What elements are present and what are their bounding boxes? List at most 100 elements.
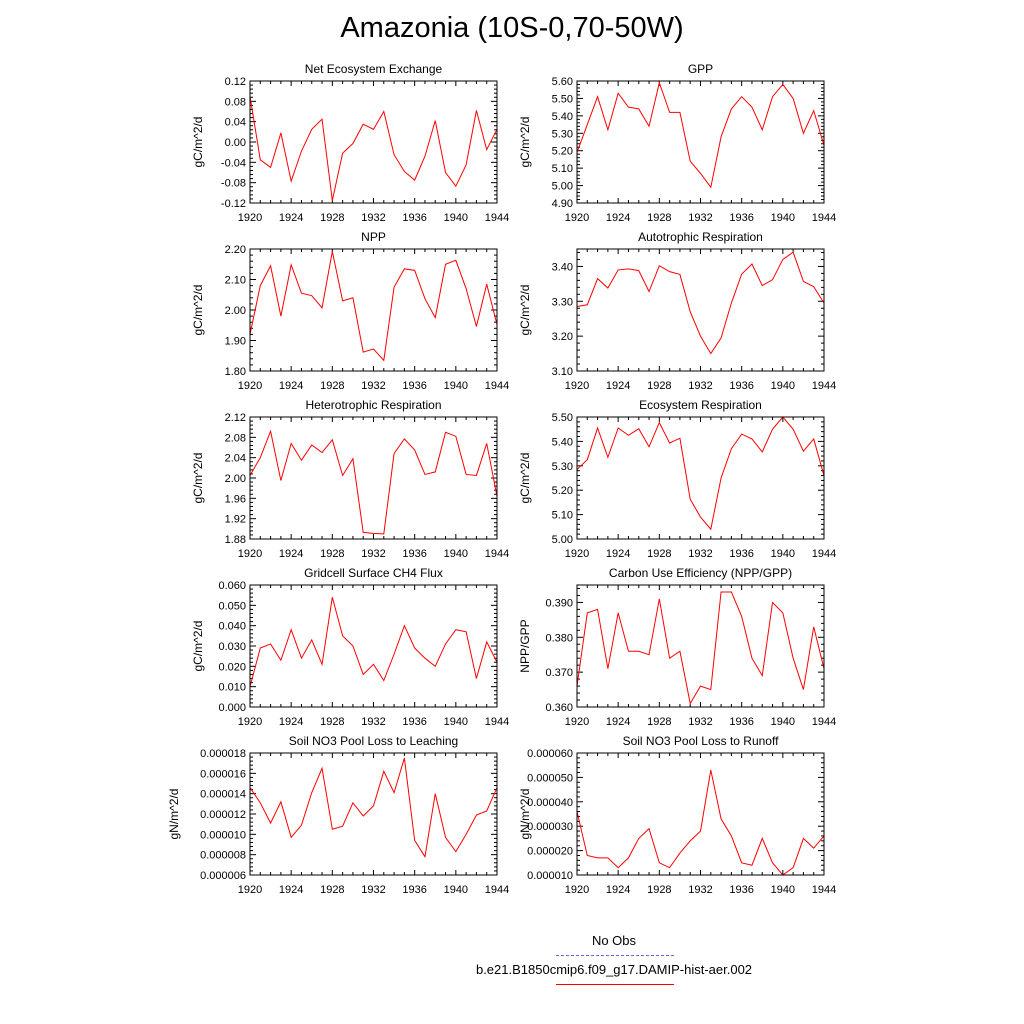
x-tick-label: 1920: [565, 548, 589, 560]
chart-panel: Heterotrophic Respiration gC/m^2/d 1920 192…: [191, 398, 509, 560]
y-tick-label: 2.04: [225, 453, 246, 465]
x-tick-label: 1936: [729, 884, 753, 896]
x-tick-label: 1932: [361, 548, 385, 560]
x-tick-label: 1932: [688, 716, 712, 728]
y-tick-label: 0.12: [225, 76, 246, 88]
x-tick-label: 1932: [361, 380, 385, 392]
figure-title: Amazonia (10S-0,70-50W): [340, 12, 684, 44]
plot-frame: [249, 80, 498, 204]
x-tick-label: 1920: [565, 380, 589, 392]
chart-panel: NPP gC/m^2/d 1920 1924 1928 1932 1936 1940 1944 1…: [191, 230, 509, 392]
y-axis-label: gC/m^2/d: [191, 285, 205, 336]
x-tick-label: 1932: [688, 380, 712, 392]
x-tick-label: 1924: [279, 380, 303, 392]
x-tick-label: 1928: [647, 716, 671, 728]
y-axis-label: gN/m^2/d: [518, 789, 532, 840]
y-tick-label: 3.30: [552, 296, 573, 308]
y-tick-label: 0.370: [545, 667, 573, 679]
y-tick-label: 1.90: [225, 336, 246, 348]
y-tick-label: 2.08: [225, 432, 246, 444]
x-tick-label: 1928: [320, 380, 344, 392]
plot-frame: [576, 416, 825, 540]
x-tick-label: 1936: [402, 380, 426, 392]
x-tick-label: 1936: [729, 716, 753, 728]
chart-title: Autotrophic Respiration: [638, 230, 763, 244]
y-tick-label: 0.000016: [200, 768, 246, 780]
series-line: [249, 251, 498, 362]
plot-frame: [576, 248, 825, 372]
y-tick-label: 0.00: [225, 137, 246, 149]
x-tick-label: 1932: [361, 716, 385, 728]
chart-title: Net Ecosystem Exchange: [305, 62, 443, 76]
y-tick-label: 0.030: [218, 641, 246, 653]
y-tick-label: 5.30: [552, 128, 573, 140]
x-tick-label: 1924: [279, 884, 303, 896]
chart-panel: Autotrophic Respiration gC/m^2/d 1920 1924 1…: [518, 230, 836, 392]
x-tick-label: 1936: [729, 380, 753, 392]
y-tick-label: 0.000018: [200, 748, 246, 760]
chart-title: Ecosystem Respiration: [639, 398, 762, 412]
chart-title: Soil NO3 Pool Loss to Runoff: [623, 734, 780, 748]
y-tick-label: 0.000020: [527, 846, 573, 858]
y-tick-label: 3.10: [552, 366, 573, 378]
x-tick-label: 1944: [812, 548, 836, 560]
series-line: [576, 251, 825, 355]
y-tick-label: 0.060: [218, 580, 246, 592]
x-tick-label: 1932: [361, 884, 385, 896]
x-tick-label: 1924: [606, 716, 630, 728]
legend-label-model-run: b.e21.B1850cmip6.f09_g17.DAMIP-hist-aer.…: [475, 962, 753, 977]
y-tick-label: 0.040: [218, 621, 246, 633]
y-tick-label: 0.000: [218, 702, 246, 714]
y-tick-label: 0.380: [545, 632, 573, 644]
y-tick-label: 5.50: [552, 412, 573, 424]
y-axis-label: gC/m^2/d: [191, 453, 205, 504]
x-tick-label: 1920: [238, 716, 262, 728]
y-tick-label: 0.390: [545, 597, 573, 609]
chart-title: Heterotrophic Respiration: [305, 398, 441, 412]
x-tick-label: 1928: [320, 716, 344, 728]
series-line: [576, 416, 825, 531]
series-line: [576, 769, 825, 876]
y-tick-label: 5.00: [552, 181, 573, 193]
x-tick-label: 1936: [402, 212, 426, 224]
plot-frame: [249, 248, 498, 372]
y-tick-label: 0.000014: [200, 789, 246, 801]
y-tick-label: 2.00: [225, 305, 246, 317]
y-tick-label: 2.12: [225, 412, 246, 424]
x-tick-label: 1920: [238, 884, 262, 896]
x-tick-label: 1944: [485, 212, 509, 224]
y-tick-label: 0.000060: [527, 748, 573, 760]
y-tick-label: 0.000010: [200, 829, 246, 841]
y-axis-label: gC/m^2/d: [518, 117, 532, 168]
series-line: [249, 757, 498, 859]
plot-frame: [249, 584, 498, 708]
x-tick-label: 1932: [688, 884, 712, 896]
y-tick-label: 1.88: [225, 534, 246, 546]
y-tick-label: 0.000030: [527, 821, 573, 833]
y-tick-label: 0.020: [218, 661, 246, 673]
legend-swatch-model-run: [556, 984, 674, 985]
y-tick-label: 5.40: [552, 111, 573, 123]
chart-title: NPP: [361, 230, 386, 244]
y-axis-label: gN/m^2/d: [167, 789, 181, 840]
chart-title: Carbon Use Efficiency (NPP/GPP): [609, 566, 792, 580]
x-tick-label: 1940: [771, 884, 795, 896]
x-tick-label: 1936: [729, 548, 753, 560]
plot-frame: [249, 416, 498, 540]
x-tick-label: 1928: [647, 212, 671, 224]
x-tick-label: 1944: [812, 884, 836, 896]
x-tick-label: 1928: [320, 884, 344, 896]
x-tick-label: 1944: [812, 380, 836, 392]
x-tick-label: 1920: [238, 380, 262, 392]
y-tick-label: 5.20: [552, 146, 573, 158]
y-tick-label: 0.000040: [527, 797, 573, 809]
chart-title: GPP: [688, 62, 713, 76]
y-tick-label: 5.50: [552, 93, 573, 105]
x-tick-label: 1932: [361, 212, 385, 224]
x-tick-label: 1936: [402, 548, 426, 560]
y-tick-label: 0.050: [218, 600, 246, 612]
y-tick-label: 1.96: [225, 493, 246, 505]
chart-title: Soil NO3 Pool Loss to Leaching: [289, 734, 458, 748]
y-tick-label: 5.10: [552, 163, 573, 175]
